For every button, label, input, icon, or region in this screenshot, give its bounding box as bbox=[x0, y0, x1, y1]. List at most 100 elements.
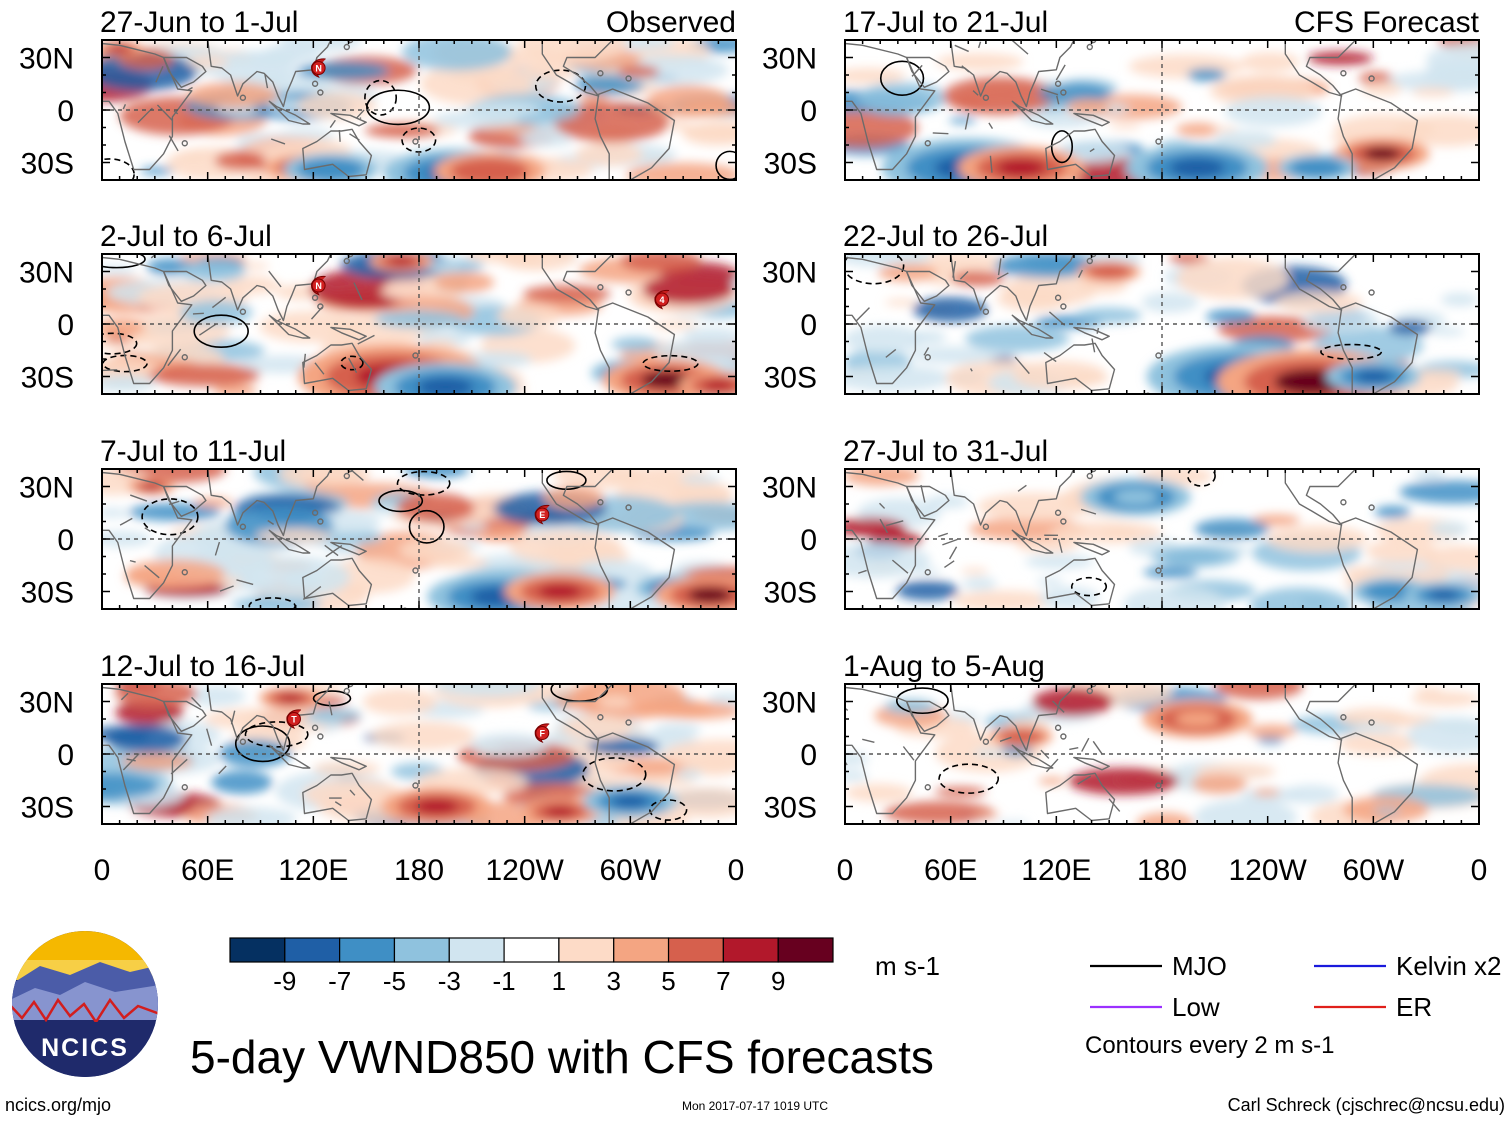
mjo-contour bbox=[1070, 576, 1108, 597]
coastline bbox=[845, 42, 936, 171]
island bbox=[625, 504, 632, 511]
lat-label-30s: 30S bbox=[764, 792, 817, 825]
anomaly-patch bbox=[883, 801, 995, 824]
anomaly-core bbox=[996, 159, 1046, 177]
mjo-contour bbox=[366, 89, 431, 126]
anomaly-patch bbox=[237, 262, 270, 270]
anomaly-patch bbox=[433, 684, 542, 698]
coastline bbox=[102, 471, 193, 600]
anomaly-patch bbox=[845, 254, 932, 268]
colorbar-swatch bbox=[393, 937, 450, 963]
anomaly-core bbox=[544, 806, 576, 818]
anomaly-core bbox=[142, 483, 161, 490]
island bbox=[347, 40, 354, 44]
anomaly-patch bbox=[399, 537, 473, 563]
tropical-cyclone-marker: F bbox=[534, 723, 550, 743]
anomaly-patch bbox=[971, 812, 1000, 819]
anomaly-patch bbox=[1411, 87, 1455, 97]
lat-label-0: 0 bbox=[800, 739, 817, 772]
border-line bbox=[972, 90, 979, 96]
anomaly-patch bbox=[948, 117, 977, 124]
border-line bbox=[102, 369, 118, 372]
border-line bbox=[999, 736, 1012, 742]
anomaly-core bbox=[1175, 711, 1219, 727]
mjo-contours bbox=[1070, 469, 1216, 597]
anomaly-patch bbox=[845, 517, 907, 538]
border-line bbox=[348, 357, 358, 374]
anomaly-patch bbox=[299, 469, 371, 487]
island bbox=[239, 94, 247, 101]
lon-label-60e: 60E bbox=[181, 854, 234, 887]
anomaly-patch bbox=[973, 749, 1006, 756]
coastline bbox=[1073, 326, 1110, 341]
lat-label-0: 0 bbox=[800, 309, 817, 342]
island bbox=[311, 80, 319, 87]
anomaly-patch bbox=[661, 787, 736, 818]
lon-label-120e: 120E bbox=[278, 854, 348, 887]
anomaly-core bbox=[611, 794, 649, 808]
border-line bbox=[120, 692, 129, 701]
anomaly-patch bbox=[396, 492, 475, 523]
coastline bbox=[330, 756, 367, 771]
panel-title: 27-Jun to 1-Jul bbox=[100, 6, 298, 39]
anomaly-patch bbox=[1440, 292, 1479, 307]
mjo-contour bbox=[1050, 130, 1074, 164]
border-line bbox=[878, 502, 886, 509]
mjo-contour bbox=[895, 687, 949, 715]
anomaly-patch bbox=[428, 263, 460, 270]
main-title: 5-day VWND850 with CFS forecasts bbox=[190, 1031, 934, 1083]
anomaly-patch bbox=[160, 805, 194, 813]
anomaly-patch bbox=[1411, 369, 1462, 381]
border-line bbox=[1010, 40, 1029, 55]
panel-title: 2-Jul to 6-Jul bbox=[100, 220, 272, 253]
mjo-contour bbox=[879, 60, 925, 96]
anomaly-patch bbox=[617, 65, 660, 79]
coastline bbox=[162, 56, 207, 88]
lat-label-30n: 30N bbox=[19, 687, 74, 720]
lon-label-0: 0 bbox=[837, 854, 854, 887]
anomaly-patch bbox=[909, 330, 947, 345]
mjo-contour bbox=[102, 332, 138, 355]
lat-label-30n: 30N bbox=[19, 472, 74, 505]
coastlines bbox=[845, 469, 1419, 609]
coastline bbox=[950, 40, 1075, 108]
legend-label: Low bbox=[1172, 992, 1220, 1022]
mjo-contour bbox=[408, 509, 445, 544]
border-line bbox=[214, 541, 221, 556]
anomaly-patch bbox=[1032, 687, 1114, 717]
border-line bbox=[942, 538, 958, 546]
anomaly-patch bbox=[1205, 309, 1257, 324]
coastlines bbox=[102, 254, 676, 394]
anomaly-patch bbox=[845, 469, 920, 487]
border-line bbox=[236, 579, 254, 586]
island bbox=[1155, 352, 1162, 359]
border-line bbox=[329, 119, 336, 128]
anomaly-patch bbox=[263, 43, 322, 63]
wind-anomaly-field bbox=[845, 469, 1479, 609]
lat-label-30s: 30S bbox=[21, 792, 74, 825]
anomaly-patch bbox=[185, 56, 230, 68]
coastline bbox=[162, 270, 207, 302]
border-line bbox=[1057, 538, 1063, 553]
border-line bbox=[324, 544, 339, 557]
border-line bbox=[277, 318, 282, 322]
anomaly-core bbox=[278, 693, 303, 703]
island bbox=[1086, 257, 1093, 265]
island bbox=[597, 714, 604, 721]
coastlines bbox=[845, 684, 1419, 824]
anomaly-patch bbox=[845, 67, 906, 84]
island bbox=[982, 94, 990, 101]
anomaly-patch bbox=[845, 769, 869, 782]
mjo-contour bbox=[378, 489, 424, 513]
anomaly-patch bbox=[845, 325, 925, 354]
coastline bbox=[1045, 557, 1116, 607]
anomaly-patch bbox=[1252, 514, 1301, 527]
anomaly-core bbox=[538, 584, 582, 599]
anomaly-core bbox=[1363, 147, 1401, 161]
border-line bbox=[219, 745, 224, 748]
anomaly-patch bbox=[1240, 52, 1300, 73]
coastline bbox=[541, 469, 614, 526]
border-line bbox=[1043, 352, 1057, 363]
panel-title: 12-Jul to 16-Jul bbox=[100, 650, 305, 683]
